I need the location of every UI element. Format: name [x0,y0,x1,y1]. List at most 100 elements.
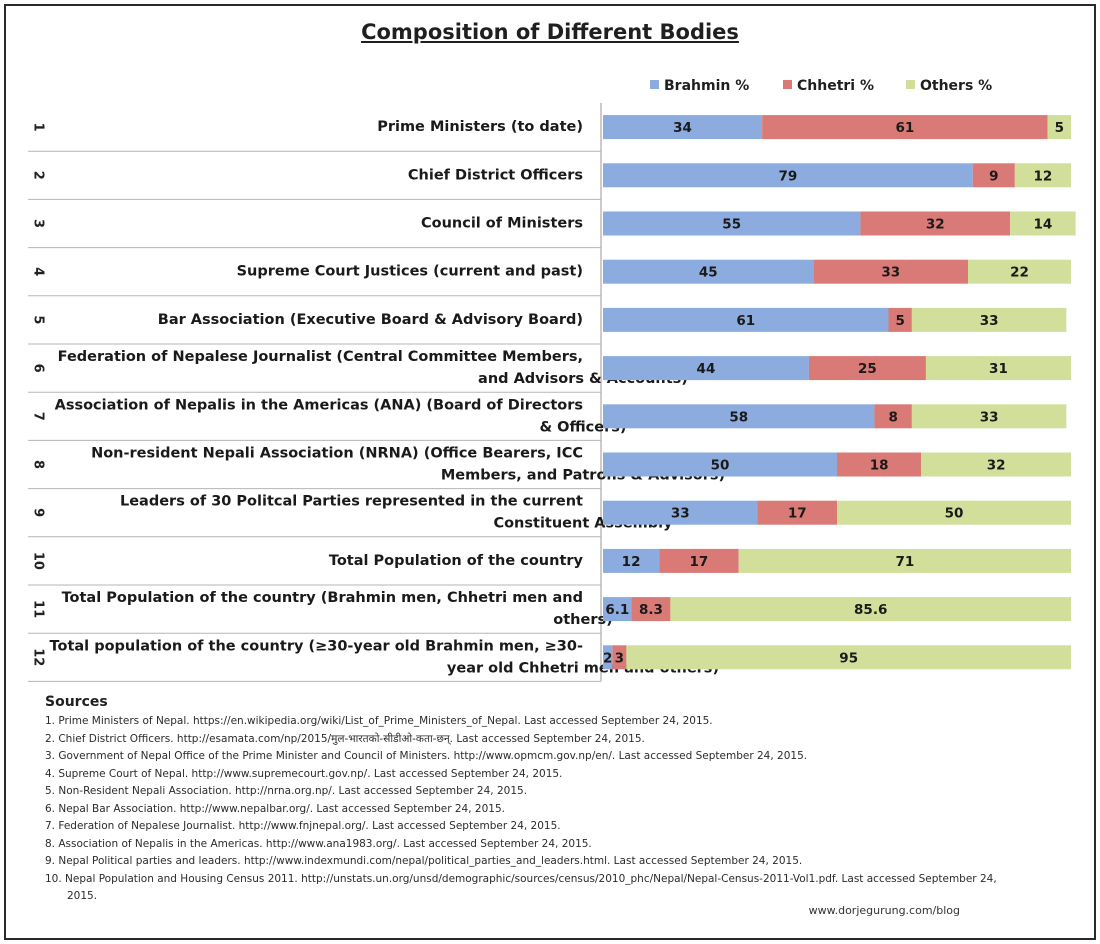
data-label: 50 [945,506,964,522]
data-label: 61 [895,120,914,136]
category-label: Prime Ministers (to date) [377,119,583,135]
data-label: 8.3 [639,602,663,618]
category-label: Leaders of 30 Politcal Parties represent… [120,494,583,510]
data-label: 33 [980,313,999,329]
row-number: 2 [31,171,46,180]
bar-others [925,356,1071,381]
bar-chhetri [762,115,1048,140]
legend-label-brahmin: Brahmin % [664,78,750,94]
data-label: 33 [671,506,690,522]
bar-chhetri [631,597,671,622]
source-item: 3. Government of Nepal Office of the Pri… [45,750,808,762]
source-item: 4. Supreme Court of Nepal. http://www.su… [45,767,563,780]
legend-item-chhetri: Chhetri % [783,78,874,94]
data-label: 58 [729,409,748,425]
source-item: 10. Nepal Population and Housing Census … [45,872,997,902]
data-label: 55 [722,217,741,233]
row-number: 5 [31,315,46,324]
data-label: 8 [888,409,897,425]
legend-swatch-brahmin [650,80,659,89]
bar-brahmin [603,163,973,188]
data-label: 32 [987,458,1006,474]
category-label: Total population of the country (≥30-yea… [50,638,583,654]
row-number: 9 [31,508,46,517]
data-label: 71 [895,554,914,570]
bar-others [837,500,1071,525]
bar-brahmin [603,597,632,622]
bar-brahmin [603,211,861,236]
category-label: Non-resident Nepali Association (NRNA) (… [91,446,583,462]
source-item: 8. Association of Nepalis in the America… [45,837,592,850]
source-item: 9. Nepal Political parties and leaders. … [45,855,803,867]
bar-brahmin [603,356,809,381]
bar-others [1047,115,1071,140]
data-label: 31 [989,361,1008,377]
bar-chhetri [972,163,1015,188]
row-number: 6 [31,364,46,373]
legend-swatch-chhetri [783,80,792,89]
bar-chhetri [808,356,926,381]
bar-brahmin [603,259,814,284]
category-label: Federation of Nepalese Journalist (Centr… [58,349,583,365]
bar-chhetri [874,404,912,429]
sources-heading: Sources [45,694,108,710]
source-item: 7. Federation of Nepalese Journalist. ht… [45,820,561,832]
data-label: 79 [778,168,797,184]
legend-label-chhetri: Chhetri % [797,78,874,94]
bar-chhetri [860,211,1011,236]
data-label: 44 [697,361,716,377]
bar-others [670,597,1071,622]
bar-brahmin [603,452,837,477]
source-item: 1. Prime Ministers of Nepal. https://en.… [45,715,713,727]
bar-chhetri [757,500,837,525]
legend-swatch-others [906,80,915,89]
row-number: 4 [31,267,46,276]
bar-others [968,259,1071,284]
bar-brahmin [603,307,889,332]
row-number: 12 [31,648,46,666]
bar-chhetri [612,645,627,670]
row-number: 1 [30,123,45,132]
source-item: 6. Nepal Bar Association. http://www.nep… [45,802,505,815]
data-label: 5 [1055,120,1064,136]
bar-others [911,307,1067,332]
data-label: 12 [622,554,641,570]
data-label: 34 [673,120,692,136]
bar-chhetri [837,452,922,477]
data-label: 2 [603,650,612,666]
category-label: Supreme Court Justices (current and past… [237,264,583,280]
site-credit: www.dorjegurung.com/blog [808,904,960,917]
data-label: 3 [615,650,624,666]
data-label: 5 [895,313,904,329]
legend-item-brahmin: Brahmin % [650,78,749,94]
row-number: 10 [31,552,46,570]
bar-others [738,548,1071,573]
row-number: 8 [31,460,46,469]
data-label: 25 [858,361,877,377]
bar-others [921,452,1071,477]
data-label: 33 [980,409,999,425]
bar-brahmin [603,115,763,140]
category-label: others) [553,612,612,628]
data-label: 12 [1034,168,1053,184]
bar-chhetri [813,259,969,284]
data-label: 50 [711,458,730,474]
bar-others [911,404,1067,429]
source-item: 5. Non-Resident Nepali Association. http… [45,785,528,797]
data-label: 17 [690,554,709,570]
stacked-bar-chart: 1 Prime Ministers (to date) 34 61 52 Chief Di… [28,103,1076,682]
bar-chhetri [659,548,739,573]
data-label: 45 [699,265,718,281]
legend-item-others: Others % [906,78,992,94]
bar-others [1010,211,1076,236]
category-label: Total Population of the country [329,553,584,569]
bar-chhetri [888,307,912,332]
bar-brahmin [603,500,758,525]
source-item: 2. Chief District Officers. http://esama… [45,732,645,745]
data-label: 17 [788,506,807,522]
data-label: 22 [1010,265,1029,281]
data-label: 6.1 [605,602,629,618]
category-label: Total Population of the country (Brahmin… [62,590,583,606]
data-label: 85.6 [854,602,887,618]
bar-brahmin [603,645,613,670]
